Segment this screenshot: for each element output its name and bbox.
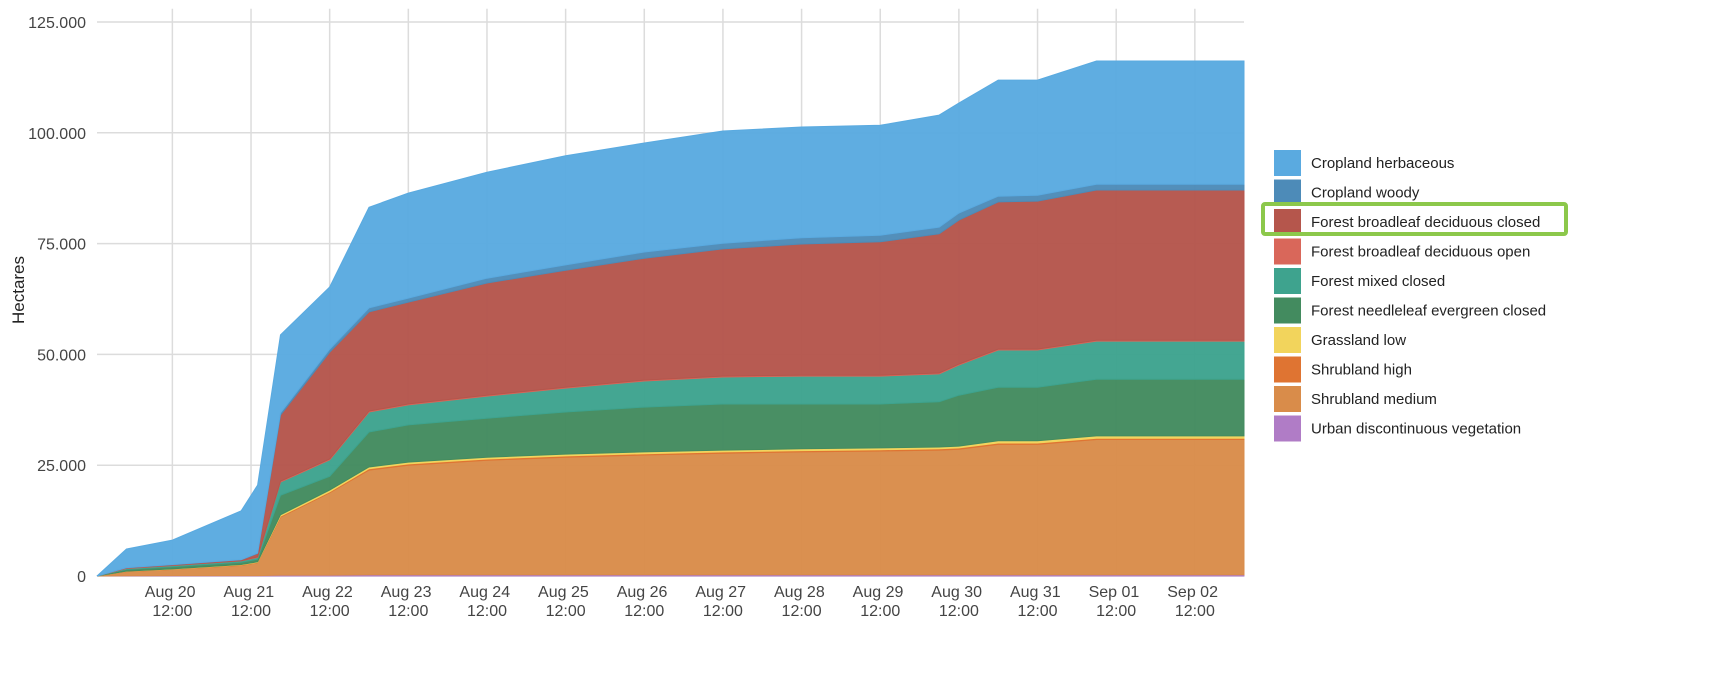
x-tick-label: Aug 30 12:00	[931, 584, 986, 620]
y-tick-label: 75.000	[37, 237, 86, 254]
legend-swatch	[1274, 297, 1301, 324]
x-tick-label: Aug 21 12:00	[223, 584, 278, 620]
x-tick-label: Aug 31 12:00	[1010, 584, 1065, 620]
legend-label: Shrubland medium	[1311, 391, 1437, 408]
legend-label: Forest mixed closed	[1311, 273, 1445, 290]
legend-swatch	[1274, 415, 1301, 442]
legend-label: Forest needleleaf evergreen closed	[1311, 303, 1546, 320]
x-tick-label: Aug 25 12:00	[538, 584, 593, 620]
x-tick-label: Aug 24 12:00	[459, 584, 514, 620]
legend-swatch	[1274, 179, 1301, 206]
legend-highlight	[1261, 202, 1568, 236]
x-tick-label: Aug 29 12:00	[853, 584, 908, 620]
legend-swatch	[1274, 150, 1301, 176]
x-tick-label: Aug 28 12:00	[774, 584, 829, 620]
x-tick-label: Aug 20 12:00	[145, 584, 200, 620]
legend-swatch	[1274, 386, 1301, 412]
areas	[96, 60, 1245, 577]
y-tick-label: 100.000	[28, 126, 86, 143]
legend-label: Cropland woody	[1311, 185, 1420, 202]
legend-label: Cropland herbaceous	[1311, 155, 1454, 172]
legend-label: Urban discontinuous vegetation	[1311, 421, 1521, 438]
y-tick-label: 0	[77, 569, 86, 586]
x-tick-label: Aug 22 12:00	[302, 584, 357, 620]
axes: 0 25.000 50.000 75.000 100.000 125.000 Aug 20 …	[28, 15, 1222, 620]
legend-swatch	[1274, 356, 1301, 383]
y-tick-label: 25.000	[37, 458, 86, 475]
y-axis-label: Hectares	[9, 256, 28, 324]
legend-swatch	[1274, 327, 1301, 353]
x-tick-label: Aug 26 12:00	[617, 584, 672, 620]
x-tick-label: Sep 02 12:00	[1167, 584, 1222, 620]
legend-swatch	[1274, 268, 1301, 294]
y-tick-label: 50.000	[37, 347, 86, 364]
legend-label: Shrubland high	[1311, 362, 1412, 379]
legend-swatch	[1274, 209, 1301, 235]
legend: Urban discontinuous vegetation Shrubland …	[1274, 150, 1546, 442]
legend-swatch	[1274, 238, 1301, 265]
legend-label: Grassland low	[1311, 332, 1406, 349]
legend-label: Forest broadleaf deciduous closed	[1311, 214, 1540, 231]
x-tick-label: Sep 01 12:00	[1089, 584, 1144, 620]
y-tick-label: 125.000	[28, 15, 86, 32]
legend-label: Forest broadleaf deciduous open	[1311, 244, 1530, 261]
x-tick-label: Aug 23 12:00	[381, 584, 436, 620]
x-tick-label: Aug 27 12:00	[695, 584, 750, 620]
area	[96, 60, 1245, 577]
